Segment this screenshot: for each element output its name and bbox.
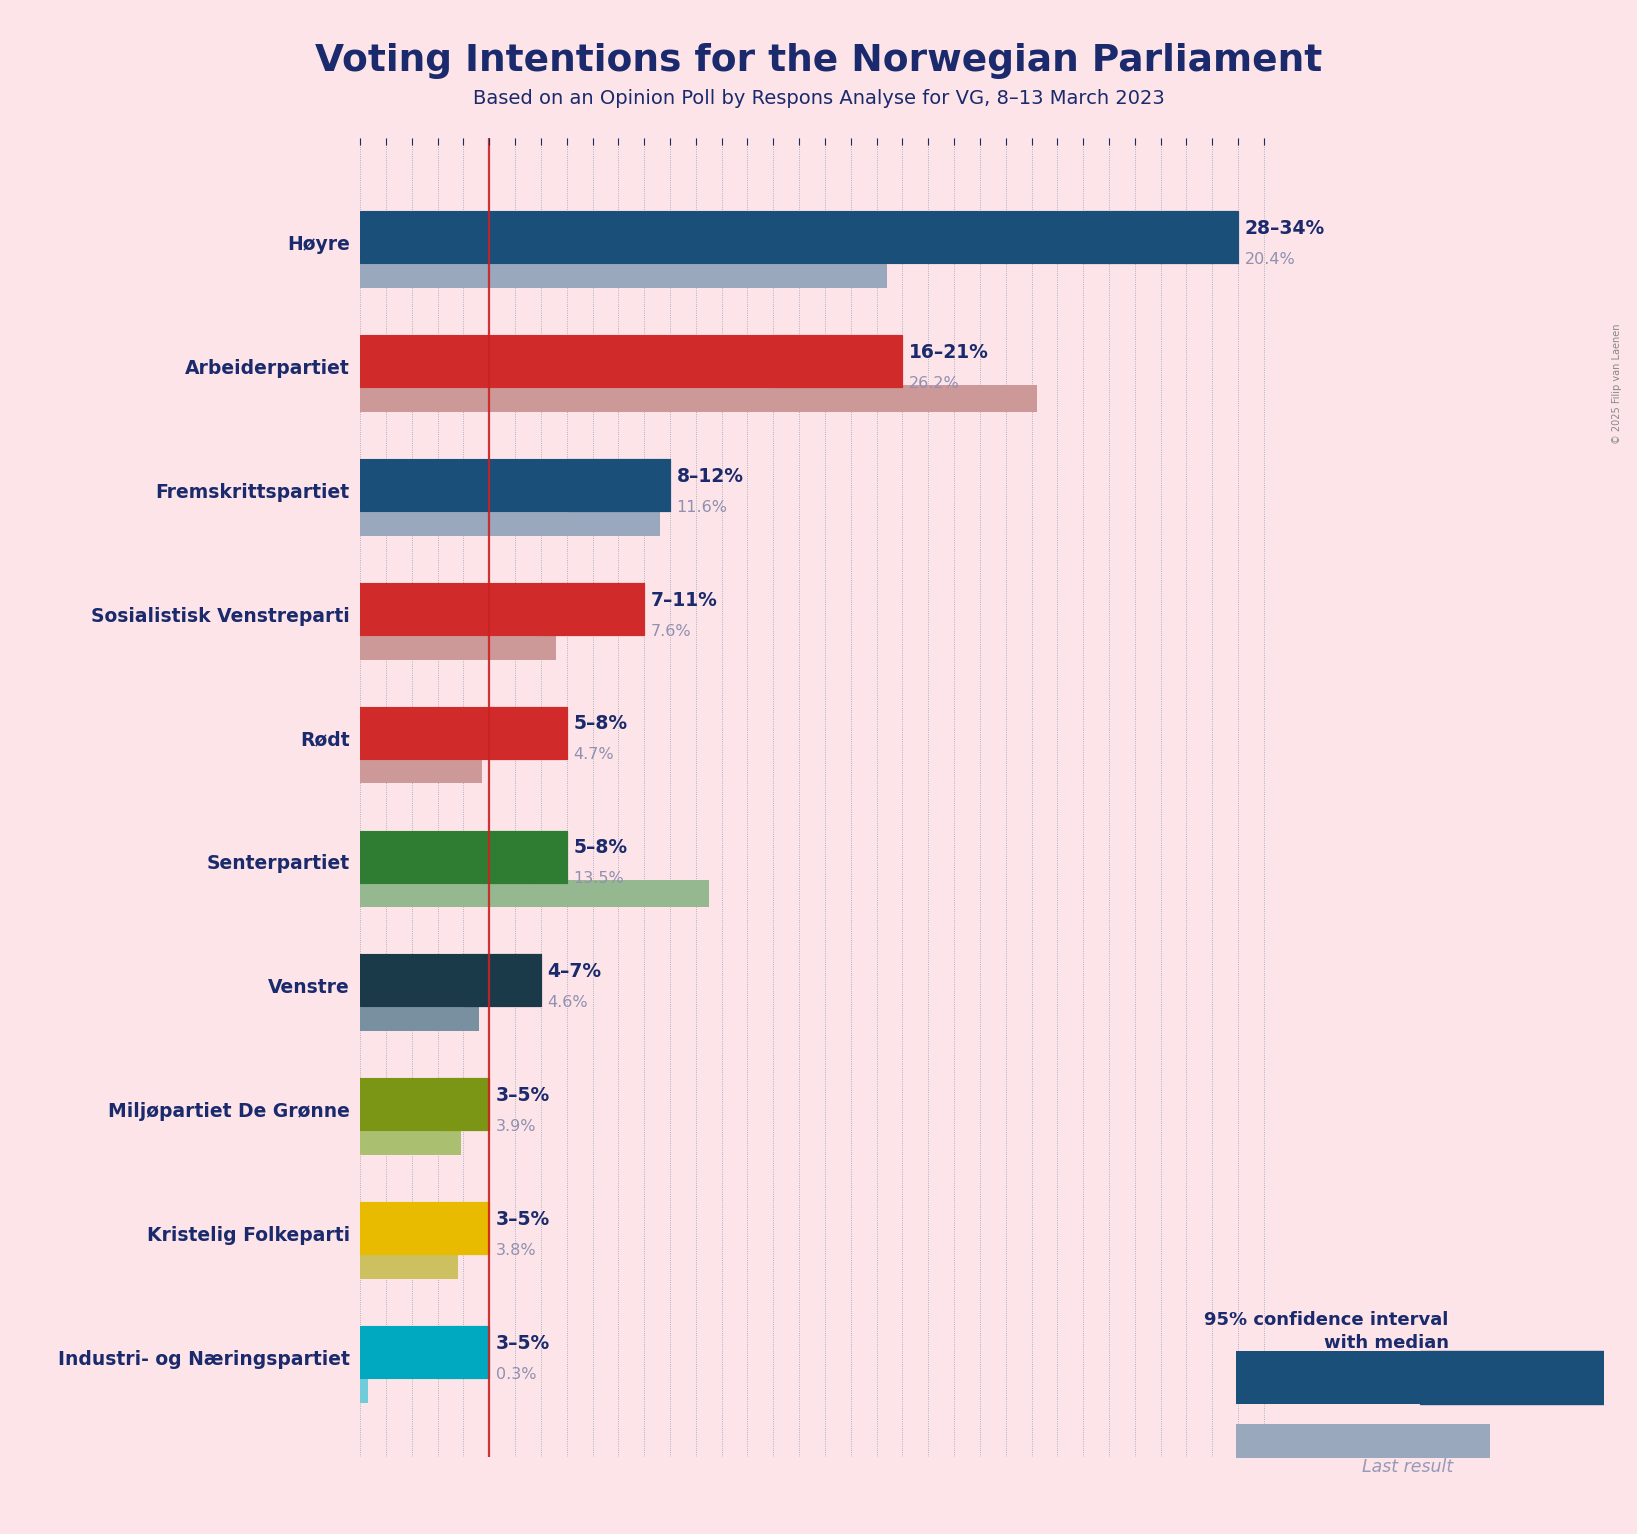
Bar [437, 1203, 463, 1255]
Bar [489, 707, 529, 759]
Text: © 2025 Filip van Laenen: © 2025 Filip van Laenen [1612, 324, 1622, 443]
Text: 3–5%: 3–5% [496, 1086, 550, 1104]
Text: 0.3%: 0.3% [496, 1367, 537, 1382]
Bar [360, 459, 566, 511]
Text: 4–7%: 4–7% [547, 962, 601, 982]
Text: 95% confidence interval
with median: 95% confidence interval with median [1205, 1310, 1449, 1353]
Text: Høyre: Høyre [286, 235, 350, 255]
Bar [360, 830, 489, 882]
Text: 13.5%: 13.5% [573, 871, 624, 887]
Text: 7.6%: 7.6% [650, 624, 691, 638]
Bar [360, 830, 566, 882]
Text: Last result: Last result [1362, 1457, 1454, 1476]
Bar [1084, 212, 1161, 264]
Bar [360, 1078, 437, 1131]
Text: 5–8%: 5–8% [573, 715, 627, 733]
Bar [463, 954, 503, 1006]
Bar [1161, 212, 1238, 264]
Text: 16–21%: 16–21% [909, 344, 989, 362]
Bar [360, 707, 566, 759]
Bar [1513, 1351, 1604, 1404]
Bar [437, 1325, 463, 1378]
Text: 4.7%: 4.7% [573, 747, 614, 762]
Bar [360, 261, 887, 288]
Bar [360, 334, 902, 387]
Bar [360, 1003, 480, 1031]
Text: Based on an Opinion Poll by Respons Analyse for VG, 8–13 March 2023: Based on an Opinion Poll by Respons Anal… [473, 89, 1164, 107]
Bar [593, 583, 645, 635]
Bar [773, 334, 838, 387]
Bar [360, 881, 709, 907]
Text: Sosialistisk Venstreparti: Sosialistisk Venstreparti [92, 607, 350, 626]
Bar [360, 334, 773, 387]
Text: Miljøpartiet De Grønne: Miljøpartiet De Grønne [108, 1103, 350, 1121]
Bar [360, 212, 1238, 264]
Text: Industri- og Næringspartiet: Industri- og Næringspartiet [57, 1350, 350, 1368]
Text: 4.6%: 4.6% [547, 996, 588, 1011]
Bar [360, 385, 1036, 411]
Bar [540, 583, 593, 635]
Bar [566, 459, 619, 511]
Bar [360, 1203, 489, 1255]
Text: 28–34%: 28–34% [1244, 219, 1324, 238]
Bar [463, 1203, 489, 1255]
Text: 3–5%: 3–5% [496, 1210, 550, 1229]
Text: 3.9%: 3.9% [496, 1120, 537, 1134]
Text: Arbeiderpartiet: Arbeiderpartiet [185, 359, 350, 377]
Bar [463, 1325, 489, 1378]
Bar [529, 707, 566, 759]
Bar [1236, 1351, 1419, 1404]
Bar [489, 830, 529, 882]
Bar [360, 1376, 368, 1402]
Text: Kristelig Folkeparti: Kristelig Folkeparti [147, 1226, 350, 1246]
Bar [360, 954, 540, 1006]
Bar [437, 1078, 463, 1131]
Bar [360, 508, 660, 535]
Bar [360, 954, 463, 1006]
Bar [360, 583, 645, 635]
Bar [360, 1127, 462, 1155]
Text: 5–8%: 5–8% [573, 839, 627, 858]
Text: Fremskrittspartiet: Fremskrittspartiet [156, 483, 350, 502]
Bar [360, 212, 1084, 264]
Text: 20.4%: 20.4% [1244, 252, 1295, 267]
Text: Rødt: Rødt [300, 730, 350, 750]
Bar [529, 830, 566, 882]
Bar [360, 459, 670, 511]
Bar [360, 707, 489, 759]
Text: 7–11%: 7–11% [650, 591, 717, 609]
Bar [360, 1325, 437, 1378]
Bar [503, 954, 540, 1006]
Bar [360, 583, 540, 635]
Bar [838, 334, 902, 387]
Text: Senterpartiet: Senterpartiet [206, 854, 350, 873]
Text: 3–5%: 3–5% [496, 1335, 550, 1353]
Bar [360, 1203, 437, 1255]
Bar [463, 1078, 489, 1131]
Bar [360, 1252, 458, 1279]
Text: 8–12%: 8–12% [676, 466, 743, 486]
Bar [360, 632, 557, 660]
Bar [360, 1078, 489, 1131]
Text: 26.2%: 26.2% [909, 376, 959, 391]
Bar [1419, 1351, 1513, 1404]
Text: Venstre: Venstre [268, 979, 350, 997]
Text: Voting Intentions for the Norwegian Parliament: Voting Intentions for the Norwegian Parl… [314, 43, 1323, 78]
Text: 3.8%: 3.8% [496, 1243, 537, 1258]
Bar [360, 756, 481, 784]
Text: 11.6%: 11.6% [676, 500, 727, 515]
Bar [360, 1325, 489, 1378]
Bar [619, 459, 670, 511]
